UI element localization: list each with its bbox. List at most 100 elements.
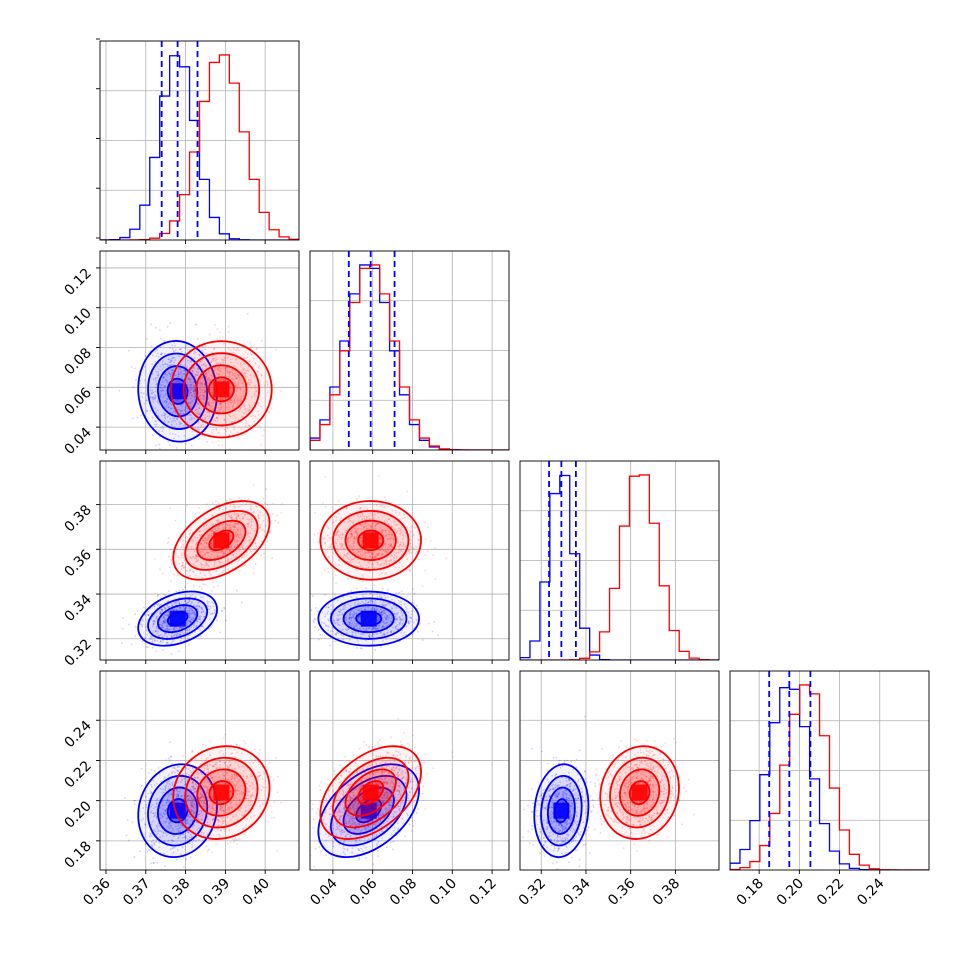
sample-point — [371, 594, 374, 597]
sample-point — [124, 797, 126, 800]
sample-point — [364, 551, 366, 554]
sample-point — [175, 352, 177, 355]
sample-point — [211, 612, 214, 615]
sample-point — [385, 551, 388, 553]
sample-point — [242, 390, 245, 392]
sample-point — [199, 793, 202, 796]
sample-point — [387, 549, 389, 552]
sample-point — [206, 552, 209, 554]
sample-point — [171, 772, 173, 775]
sample-point — [208, 601, 211, 603]
sample-point — [334, 594, 336, 596]
sample-point — [174, 359, 177, 361]
sample-point — [306, 563, 308, 565]
sample-point — [198, 387, 201, 390]
sample-point — [202, 394, 205, 397]
sample-point — [163, 400, 166, 403]
sample-point — [367, 627, 370, 630]
sample-point — [352, 545, 355, 548]
sample-point — [371, 564, 373, 566]
sample-point — [385, 535, 388, 538]
sample-point — [321, 634, 324, 636]
sample-point — [237, 418, 240, 421]
sample-point — [239, 398, 241, 401]
sample-point — [170, 825, 173, 827]
sample-point — [164, 363, 167, 365]
sample-point — [187, 378, 190, 381]
sample-point — [165, 632, 167, 635]
sample-point — [244, 372, 247, 375]
sample-point — [166, 844, 168, 847]
sample-point — [394, 523, 397, 526]
sample-point — [359, 602, 362, 605]
sample-point — [208, 333, 211, 336]
sample-point — [394, 627, 397, 629]
sample-point — [157, 374, 160, 377]
sample-point — [195, 624, 198, 627]
sample-point — [204, 383, 207, 386]
sample-point — [170, 580, 173, 583]
sample-point — [162, 835, 164, 838]
sample-point — [173, 350, 175, 352]
sample-point — [407, 550, 409, 553]
sample-point — [211, 514, 214, 516]
sample-point — [175, 794, 178, 796]
sample-point — [203, 452, 205, 454]
sample-point — [200, 607, 203, 609]
sample-point — [402, 530, 404, 533]
sample-point — [376, 608, 378, 610]
sample-point — [364, 608, 367, 611]
sample-point — [243, 554, 246, 556]
sample-point — [334, 622, 337, 625]
sample-point — [221, 610, 224, 612]
sample-point — [247, 382, 250, 385]
sample-point — [269, 530, 271, 532]
sample-point — [213, 401, 216, 403]
sample-point — [383, 633, 386, 635]
sample-point — [186, 392, 189, 395]
sample-point — [173, 602, 176, 605]
sample-point — [145, 806, 148, 809]
sample-point — [348, 623, 351, 626]
sample-point — [363, 517, 366, 520]
sample-point — [390, 526, 393, 528]
sample-point — [186, 822, 189, 825]
panel-grid-3-0 — [100, 671, 299, 870]
sample-point — [345, 552, 348, 555]
sample-point — [225, 526, 228, 528]
sample-point — [372, 517, 375, 520]
sample-point — [371, 557, 374, 560]
sample-point — [145, 393, 148, 396]
sample-point — [187, 768, 190, 770]
panel-grid-0-0 — [100, 41, 299, 240]
sample-point — [162, 427, 165, 430]
sample-point — [242, 394, 245, 397]
sample-point — [237, 349, 240, 351]
sample-point — [213, 408, 216, 411]
sample-point — [187, 620, 190, 623]
sample-point — [217, 519, 220, 521]
sample-point — [221, 359, 224, 361]
sample-point — [388, 545, 391, 548]
sample-point — [361, 518, 364, 521]
sample-point — [386, 632, 388, 634]
sample-point — [166, 542, 169, 545]
sample-point — [255, 545, 258, 548]
sample-point — [222, 361, 225, 364]
sample-point — [324, 505, 327, 508]
sample-point — [163, 791, 166, 794]
sample-point — [385, 617, 387, 619]
sample-point — [180, 552, 183, 555]
sample-point — [256, 370, 259, 373]
sample-point — [152, 812, 155, 814]
sample-point — [333, 619, 336, 622]
sample-point — [180, 795, 183, 798]
sample-point — [375, 627, 378, 630]
sample-point — [260, 554, 262, 556]
sample-point — [179, 348, 182, 351]
sample-point — [164, 789, 167, 791]
sample-point — [344, 606, 347, 609]
sample-point — [232, 401, 235, 404]
sample-point — [366, 508, 369, 511]
sample-point — [365, 518, 368, 521]
